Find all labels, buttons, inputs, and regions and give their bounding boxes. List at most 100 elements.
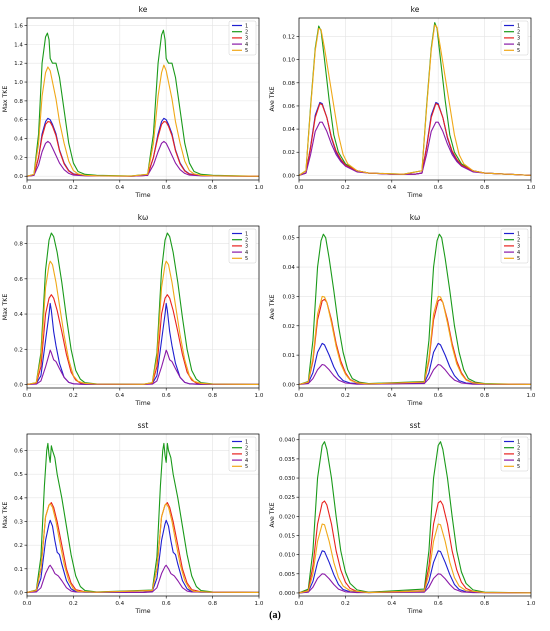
x-axis-label: Time <box>406 192 422 199</box>
x-tick-label: 0.4 <box>115 601 124 607</box>
series-line-5 <box>26 64 260 177</box>
legend-box <box>228 228 257 264</box>
series-line-5 <box>26 260 260 386</box>
legend-label: 4 <box>245 250 248 256</box>
x-tick-label: 1.0 <box>255 393 264 399</box>
plot-frame <box>26 433 260 597</box>
y-tick-label: 0.04 <box>283 265 296 271</box>
figure-caption: (a) <box>269 610 281 621</box>
x-tick-label: 0.4 <box>115 393 124 399</box>
legend-label: 3 <box>245 452 248 458</box>
legend-label: 2 <box>245 446 248 452</box>
y-tick-label: 0.040 <box>279 438 295 444</box>
y-tick-label: 0.12 <box>283 35 295 41</box>
plot-frame <box>26 17 260 181</box>
legend-label: 3 <box>517 36 520 42</box>
x-tick-label: 1.0 <box>527 185 536 191</box>
y-tick-label: 0.10 <box>283 58 296 64</box>
y-tick-label: 0.035 <box>279 457 295 463</box>
chart-panel: 0.0 0.2 0.4 0.6 0.8 1.0 0.0 0.2 0.4 0.6 0.8 1.0 1.2 1… <box>2 5 264 199</box>
x-tick-label: 0.0 <box>23 185 32 191</box>
legend-label: 2 <box>517 238 520 244</box>
legend-label: 2 <box>245 30 248 36</box>
series-line-4 <box>298 363 532 386</box>
x-tick-label: 0.4 <box>387 185 396 191</box>
y-tick-label: 0.02 <box>283 150 295 156</box>
x-tick-label: 0.2 <box>341 601 350 607</box>
y-tick-label: 0.4 <box>14 137 23 143</box>
x-tick-label: 0.2 <box>341 185 350 191</box>
y-tick-label: 1.6 <box>14 24 23 30</box>
chart-title: kω <box>410 213 421 222</box>
y-tick-label: 0.4 <box>14 496 23 502</box>
chart-title: sst <box>138 421 149 430</box>
x-tick-label: 1.0 <box>255 185 264 191</box>
legend-box <box>500 20 529 56</box>
y-tick-label: 0.5 <box>14 472 23 478</box>
y-tick-label: 0.02 <box>283 324 295 330</box>
legend-label: 5 <box>245 256 248 262</box>
series-line-2 <box>26 232 260 386</box>
x-tick-label: 0.8 <box>480 185 489 191</box>
x-tick-label: 0.6 <box>162 185 171 191</box>
y-tick-label: 0.2 <box>14 347 23 353</box>
y-tick-label: 0.000 <box>279 591 295 597</box>
x-tick-label: 1.0 <box>527 601 536 607</box>
y-tick-label: 0.03 <box>283 294 296 300</box>
legend-label: 4 <box>245 458 248 464</box>
x-tick-label: 0.8 <box>208 185 217 191</box>
chart-panel: 0.0 0.2 0.4 0.6 0.8 1.0 0.0 0.2 0.4 0.6 0.8 kω Time M… <box>2 213 264 407</box>
y-tick-label: 0.8 <box>14 242 23 248</box>
legend-label: 2 <box>245 238 248 244</box>
series-line-3 <box>298 103 532 176</box>
series-line-1 <box>298 342 532 386</box>
plot-frame <box>298 225 532 389</box>
x-tick-label: 0.0 <box>295 601 304 607</box>
legend-label: 3 <box>245 244 248 250</box>
chart-panel: 0.0 0.2 0.4 0.6 0.8 1.0 0.00 0.01 0.02 0.03 0.04 0.… <box>269 213 536 407</box>
x-tick-label: 0.0 <box>23 601 32 607</box>
y-axis-label: Ave TKE <box>269 502 276 527</box>
y-tick-label: 0.3 <box>14 520 23 526</box>
y-tick-label: 0.8 <box>14 99 23 105</box>
y-tick-label: 0.0 <box>14 174 23 180</box>
x-tick-label: 0.8 <box>480 393 489 399</box>
legend-label: 5 <box>517 256 520 262</box>
legend-label: 2 <box>517 30 520 36</box>
x-axis-label: Time <box>406 400 422 407</box>
legend-label: 4 <box>245 42 248 48</box>
legend-label: 1 <box>245 231 248 237</box>
y-tick-label: 1.0 <box>14 80 23 86</box>
x-tick-label: 1.0 <box>527 393 536 399</box>
y-tick-label: 0.0 <box>14 382 23 388</box>
x-tick-label: 0.2 <box>69 185 78 191</box>
x-tick-label: 0.6 <box>434 601 443 607</box>
legend-box <box>228 436 257 472</box>
x-axis-label: Time <box>134 608 150 615</box>
y-tick-label: 1.2 <box>14 61 23 67</box>
x-tick-label: 0.2 <box>69 601 78 607</box>
y-tick-label: 0.2 <box>14 155 23 161</box>
y-tick-label: 0.00 <box>283 173 296 179</box>
x-tick-label: 0.0 <box>295 185 304 191</box>
y-tick-label: 0.6 <box>14 118 23 124</box>
series-line-2 <box>298 233 532 386</box>
series-line-3 <box>26 502 260 593</box>
series-line-5 <box>298 295 532 386</box>
y-tick-label: 0.06 <box>283 104 296 110</box>
x-tick-label: 0.4 <box>387 393 396 399</box>
x-tick-label: 0.0 <box>23 393 32 399</box>
chart-panel: 0.0 0.2 0.4 0.6 0.8 1.0 0.0 0.1 0.2 0.3 0.4 0.5 0.6 s… <box>2 421 264 615</box>
series-line-2 <box>298 441 532 594</box>
y-axis-label: Ave TKE <box>269 86 276 111</box>
legend-label: 5 <box>517 464 520 470</box>
y-tick-label: 0.030 <box>279 476 295 482</box>
x-axis-label: Time <box>406 608 422 615</box>
legend-label: 4 <box>517 42 520 48</box>
x-tick-label: 0.4 <box>115 185 124 191</box>
